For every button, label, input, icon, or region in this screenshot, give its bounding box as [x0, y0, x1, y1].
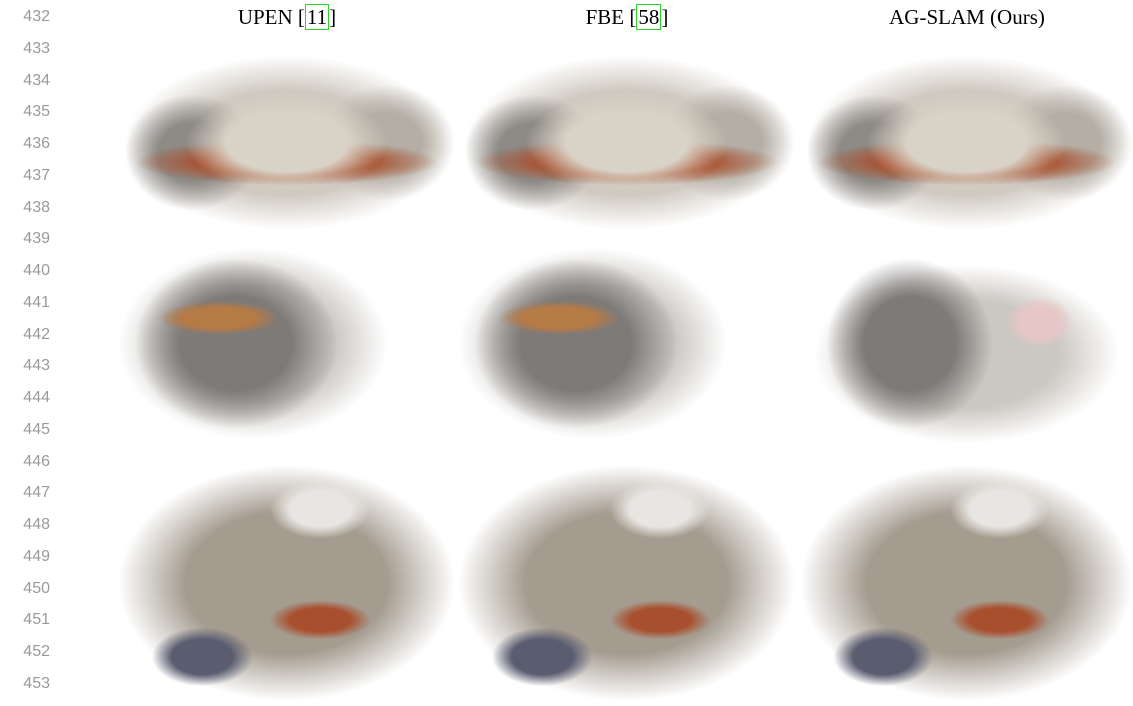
- column-header: UPEN [11]: [117, 4, 457, 30]
- map-image: [118, 237, 455, 450]
- line-number: 436: [6, 134, 50, 154]
- line-number: 443: [6, 356, 50, 376]
- header-text: ]: [329, 5, 336, 29]
- line-number: 452: [6, 642, 50, 662]
- map-image: [458, 36, 795, 230]
- map-image: [118, 36, 455, 230]
- line-number: 448: [6, 515, 50, 535]
- line-number: 450: [6, 579, 50, 599]
- map-image: [800, 36, 1133, 230]
- map-image: [800, 237, 1133, 450]
- column-header: FBE [58]: [457, 4, 797, 30]
- line-number: 433: [6, 39, 50, 59]
- line-number: 435: [6, 102, 50, 122]
- header-text: UPEN [: [238, 5, 305, 29]
- map-image: [118, 460, 455, 706]
- map-image: [800, 460, 1133, 706]
- line-number: 451: [6, 610, 50, 630]
- header-text: ]: [661, 5, 668, 29]
- line-number: 444: [6, 388, 50, 408]
- line-number: 447: [6, 483, 50, 503]
- line-number: 441: [6, 293, 50, 313]
- line-number: 449: [6, 547, 50, 567]
- line-number: 434: [6, 71, 50, 91]
- page: {"line_numbers": ["432","433","434","435…: [0, 0, 1133, 706]
- header-text: AG-SLAM (Ours): [889, 5, 1045, 29]
- line-number: 439: [6, 229, 50, 249]
- citation-link: 11: [305, 4, 329, 30]
- map-image: [458, 460, 795, 706]
- line-number: 453: [6, 674, 50, 694]
- line-number: 442: [6, 325, 50, 345]
- figure: 432 433 434 435 436 437 438 439 440 441 442 443 444 4…: [0, 0, 1133, 706]
- map-image: [458, 237, 795, 450]
- line-number: 446: [6, 452, 50, 472]
- header-text: FBE [: [586, 5, 637, 29]
- line-number: 445: [6, 420, 50, 440]
- line-number: 432: [6, 7, 50, 27]
- line-number: 438: [6, 198, 50, 218]
- line-number: 437: [6, 166, 50, 186]
- line-number: 440: [6, 261, 50, 281]
- column-header: AG-SLAM (Ours): [797, 4, 1133, 30]
- citation-link: 58: [636, 4, 661, 30]
